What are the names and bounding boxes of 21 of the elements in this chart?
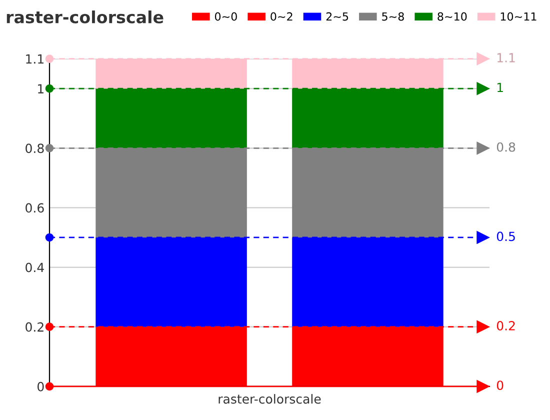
ref-line-label: 0.5 [496, 232, 515, 242]
legend-label: 0~2 [270, 12, 292, 21]
ref-line-label: 1.1 [497, 53, 515, 62]
x-axis-title: raster-colorscale [218, 394, 321, 404]
y-tick-label: 0 [38, 382, 44, 392]
y-tick-label: 0.2 [26, 322, 44, 332]
ref-line-label: 0.2 [496, 321, 515, 330]
ref-line-label: 0 [496, 380, 504, 390]
y-tick-label: 1.1 [26, 54, 44, 64]
chart-title: raster-colorscale [6, 10, 164, 24]
legend-label: 5~8 [382, 12, 404, 21]
ref-line-label: 0.8 [496, 142, 516, 152]
legend-label: 10~11 [500, 12, 536, 21]
legend-label: 2~5 [326, 12, 348, 21]
legend-label: 0~0 [214, 12, 237, 21]
legend-label: 8~10 [438, 12, 467, 21]
y-tick-label: 0.4 [26, 262, 44, 272]
y-tick-label: 1 [38, 84, 44, 94]
y-tick-label: 0.8 [26, 144, 44, 154]
ref-line-label: 1 [497, 82, 503, 92]
y-tick-label: 0.6 [26, 203, 44, 213]
